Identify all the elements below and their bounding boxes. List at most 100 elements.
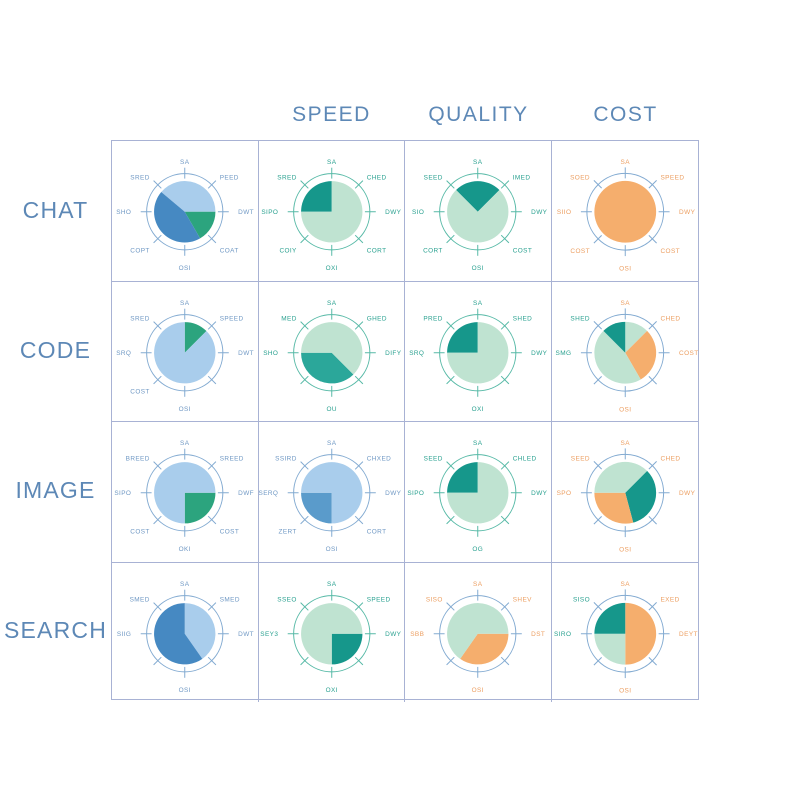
gauge-label: CHED [366, 175, 386, 182]
gauge-label: DWY [531, 350, 547, 357]
tick-mark [354, 320, 363, 330]
gauge-label: SHO [116, 209, 131, 216]
tick-mark [153, 656, 162, 665]
pie-slice [593, 180, 656, 243]
tick-mark [500, 461, 510, 470]
tick-mark [207, 601, 217, 611]
chart-cell-chat-overall: SA PEED DWT COAT OSI COPT SHO SRED [112, 141, 259, 282]
gauge-label: SA [180, 581, 190, 588]
gauge-label: SRQ [409, 350, 424, 357]
gauge-label: SA [620, 159, 630, 166]
gauge-label: SHED [513, 315, 532, 322]
gauge-label: SBB [410, 631, 424, 638]
pie-slice [300, 181, 362, 243]
row-label-code: CODE [19, 336, 92, 363]
gauge-label: SA [327, 159, 337, 166]
gauge-label: OSI [472, 687, 484, 694]
gauge-label: SIIG [117, 631, 131, 638]
tick-mark [354, 601, 363, 611]
pie-slice [593, 330, 641, 384]
tick-mark [593, 516, 602, 525]
gauge-label: OSI [619, 687, 631, 694]
gauge-label: SA [620, 580, 630, 587]
pie-slice [460, 633, 509, 664]
pie-slice [154, 321, 216, 383]
gauge-label: COST [679, 350, 698, 357]
gauge-label: OSI [179, 687, 191, 694]
pie-slice [184, 321, 207, 353]
gauge-label: SA [327, 440, 337, 447]
gauge-label: DWT [238, 631, 254, 638]
gauge-label: SEED [424, 456, 443, 463]
gauge-label: SA [473, 581, 483, 588]
pie-slice [300, 321, 362, 374]
pie-slice [447, 462, 478, 493]
tick-mark [207, 375, 217, 384]
pie-chart-search-cost: SA EXED DEYT OSI SIRO SISO [554, 580, 698, 694]
gauge-label: SEED [424, 175, 443, 182]
gauge-label: COPT [130, 248, 149, 255]
gauge-label: PEED [220, 175, 239, 182]
tick-mark [648, 461, 657, 470]
tick-mark [153, 601, 162, 611]
pie-slice [624, 321, 647, 353]
tick-mark [500, 601, 510, 611]
gauge-label: CHLED [513, 456, 537, 463]
pie-slice [602, 321, 625, 353]
gauge-label: SA [180, 300, 190, 307]
tick-mark [593, 601, 602, 611]
gauge-label: SA [327, 581, 337, 588]
gauge-label: DWT [238, 350, 254, 357]
tick-mark [593, 656, 602, 666]
tick-mark [299, 320, 309, 330]
tick-mark [299, 234, 309, 244]
chart-cell-image-speed: SA CHXED DWY CORT OSI ZERT SERQ SSIRD [258, 422, 405, 563]
chart-cell-code-overall: SA SPEED DWT OSI COST SRQ SRED [112, 281, 259, 423]
chart-cell-image-cost: SA CHED DWY OSI SPO SEED [551, 422, 698, 563]
gauge-label: SA [473, 159, 483, 166]
tick-mark [648, 375, 657, 384]
gauge-label: COST [130, 529, 149, 536]
gauge-label: COST [220, 529, 239, 536]
gauge-label: DWY [531, 209, 547, 216]
gauge-label: DWY [385, 209, 401, 216]
column-header-quality: QUALITY [428, 103, 529, 126]
pie-chart-chat-overall: SA PEED DWT COAT OSI COPT SHO SRED [116, 159, 253, 272]
pie-slice [456, 181, 500, 212]
tick-mark [207, 461, 217, 470]
pie-slice [593, 602, 625, 634]
chart-cell-chat-cost: SA SPEED DWY COST OSI COST SIIO SOED [551, 141, 698, 282]
tick-mark [593, 320, 602, 330]
tick-mark [446, 180, 455, 189]
tick-mark [354, 656, 363, 665]
gauge-label: SEY3 [260, 631, 278, 638]
gauge-label: SIIO [556, 209, 571, 216]
tick-mark [354, 375, 363, 384]
tick-mark [299, 601, 309, 611]
tick-mark [446, 656, 455, 665]
gauge-label: SRED [277, 175, 296, 182]
pie-slice [447, 462, 509, 524]
gauge-label: SRED [130, 175, 149, 182]
gauge-label: OU [326, 406, 336, 413]
gauge-label: SREED [220, 456, 244, 463]
gauge-label: OG [472, 546, 483, 553]
pie-chart-code-cost: SA CHED COST OSI SMG SHED [555, 299, 698, 413]
tick-mark [207, 320, 217, 330]
pie-slice [184, 602, 216, 659]
pie-slice [447, 321, 478, 353]
gauge-label: OKI [179, 546, 191, 553]
tick-mark [446, 515, 455, 525]
gauge-label: CHED [660, 315, 680, 322]
gauge-label: SRQ [116, 350, 131, 357]
gauge-label: OSI [619, 547, 631, 554]
gauge-label: BREED [126, 456, 150, 463]
tick-mark [500, 180, 510, 189]
tick-mark [153, 180, 162, 189]
chart-cell-search-overall: SA SMED DWT OSI SIIG SMED [112, 562, 259, 703]
pie-slice [447, 321, 509, 383]
tick-mark [207, 515, 217, 525]
gauge-label: SA [473, 300, 483, 307]
tick-mark [648, 656, 657, 666]
pie-chart-code-overall: SA SPEED DWT OSI COST SRQ SRED [116, 300, 254, 413]
